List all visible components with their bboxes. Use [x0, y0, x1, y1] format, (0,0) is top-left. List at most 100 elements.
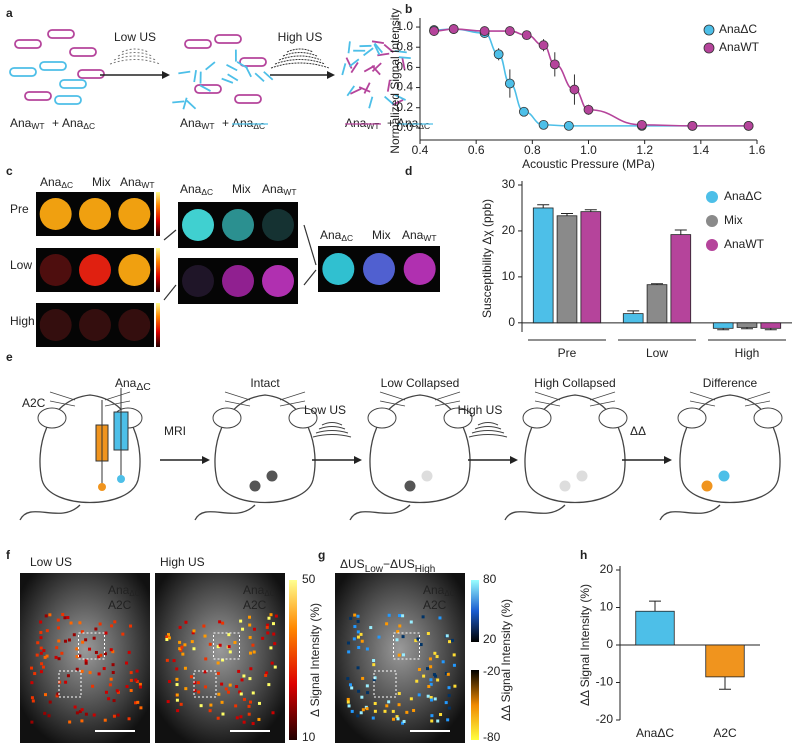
phantom	[262, 265, 294, 297]
voxel	[94, 627, 98, 631]
fragment	[350, 62, 359, 74]
fragment	[348, 58, 360, 68]
arrow-head	[202, 456, 210, 464]
wave	[477, 422, 499, 426]
data-point	[429, 26, 439, 36]
voxel	[92, 636, 96, 640]
y-tick-label: 0	[606, 637, 613, 651]
voxel	[45, 654, 49, 658]
wave	[474, 426, 502, 430]
voxel	[385, 704, 389, 708]
phantom	[118, 198, 151, 230]
name-label: AnaΔC	[40, 175, 73, 190]
voxel	[103, 718, 107, 722]
voxel	[452, 653, 456, 657]
error-bar	[717, 328, 730, 331]
voxel	[57, 639, 61, 643]
voxel	[239, 692, 243, 696]
name-base: Ana	[108, 583, 130, 597]
phantom	[363, 253, 395, 285]
name-base: Ana	[180, 182, 202, 196]
region-dot	[559, 480, 571, 492]
voxel	[267, 616, 271, 620]
region-dot	[404, 480, 416, 492]
voxel	[241, 627, 245, 631]
voxel	[353, 625, 357, 629]
whisker	[379, 391, 406, 401]
legend-marker	[706, 191, 718, 203]
voxel	[179, 702, 183, 706]
voxel	[235, 685, 239, 689]
voxel	[429, 682, 433, 686]
voxel	[56, 618, 60, 622]
y-tick-label: 0.6	[396, 60, 413, 74]
voxel	[227, 645, 231, 649]
whisker	[224, 391, 251, 401]
fragment	[384, 95, 395, 106]
y-tick-label: 1.0	[396, 19, 413, 33]
voxel	[350, 686, 354, 690]
fragment	[226, 64, 238, 72]
legend-label: AnaΔC	[719, 22, 757, 36]
data-point	[504, 26, 515, 36]
fragment	[182, 97, 188, 110]
voxel	[30, 666, 34, 670]
fragment	[373, 43, 381, 56]
voxel	[112, 699, 116, 703]
voxel	[265, 625, 269, 629]
voxel	[401, 653, 405, 657]
voxel	[180, 645, 184, 649]
voxel	[84, 661, 88, 665]
name-label: AnaWT	[402, 228, 436, 243]
data-point	[583, 104, 594, 115]
label: A2C	[243, 598, 267, 612]
voxel	[127, 717, 131, 721]
voxel	[184, 687, 188, 691]
wave	[286, 48, 314, 53]
name-label: AnaWT	[10, 116, 44, 131]
region-dot	[701, 480, 713, 492]
name-base: Ana	[402, 228, 424, 242]
voxel	[391, 709, 395, 713]
voxel	[387, 700, 391, 704]
voxel	[30, 696, 34, 700]
region-dot	[718, 470, 730, 482]
voxel	[257, 717, 261, 721]
x-tick-label: Pre	[558, 346, 577, 360]
voxel	[72, 633, 76, 637]
voxel	[247, 712, 251, 716]
x-tick-label: 1.4	[692, 143, 709, 157]
voxel	[111, 663, 115, 667]
label: ΔΔ Signal Intensity (%)	[499, 599, 513, 721]
voxel	[436, 678, 440, 682]
voxel	[178, 640, 182, 644]
voxel	[43, 655, 47, 659]
voxel	[356, 666, 360, 670]
name-sub: WT	[366, 121, 379, 131]
error-bar	[627, 310, 640, 314]
voxel	[134, 678, 138, 682]
voxel	[69, 621, 73, 625]
voxel	[448, 640, 452, 644]
vesicle	[54, 95, 82, 105]
voxel	[397, 692, 401, 696]
voxel	[248, 635, 252, 639]
voxel	[357, 646, 361, 650]
voxel	[397, 703, 401, 707]
title-part: −ΔUS	[383, 557, 415, 571]
bar	[646, 284, 668, 324]
voxel	[398, 624, 402, 628]
wave	[315, 430, 349, 434]
voxel	[196, 681, 200, 685]
voxel	[92, 713, 96, 717]
voxel	[193, 688, 197, 692]
title-part: Low	[365, 564, 384, 575]
voxel	[175, 683, 179, 687]
whisker	[589, 391, 616, 401]
bar	[635, 610, 675, 646]
voxel	[414, 639, 418, 643]
phantom	[322, 253, 355, 285]
voxel	[357, 689, 361, 693]
voxel	[366, 691, 370, 695]
voxel	[273, 665, 277, 669]
